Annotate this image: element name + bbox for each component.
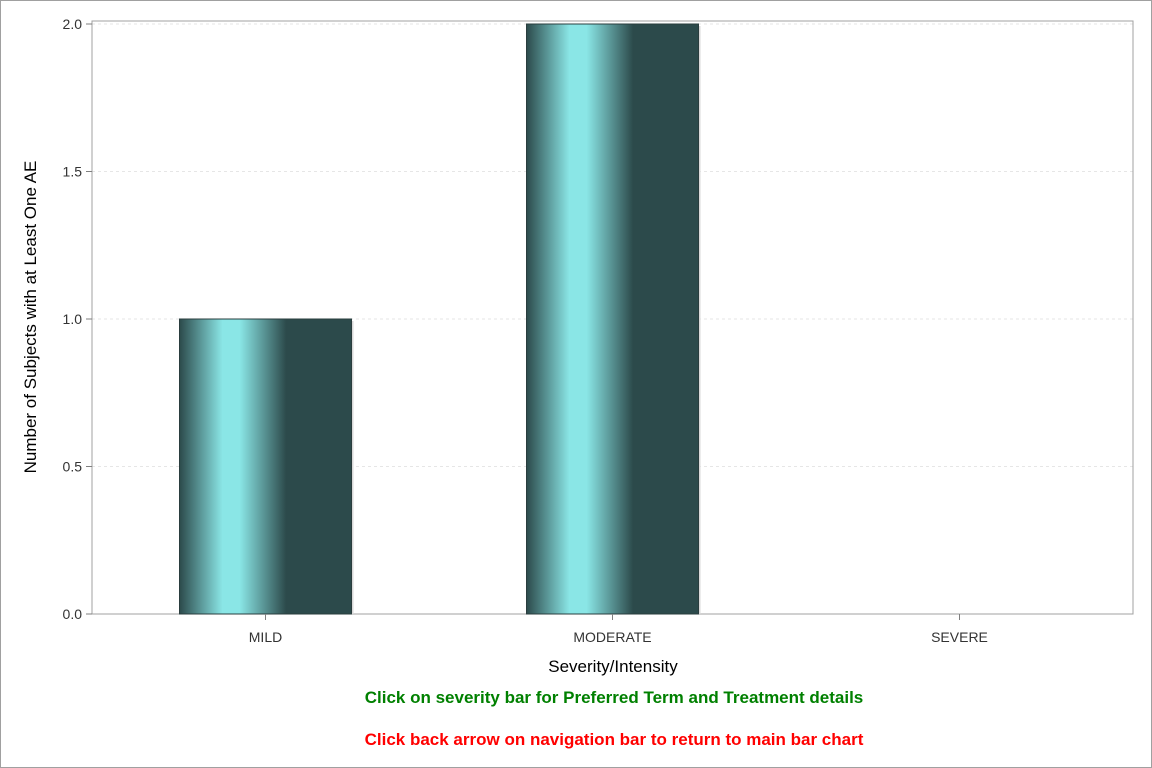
x-axis-title: Severity/Intensity [548,657,678,676]
x-axis: MILD MODERATE SEVERE [249,614,988,645]
y-axis: 0.0 0.5 1.0 1.5 2.0 [63,16,92,622]
bars [179,23,701,615]
back-instruction-note: Click back arrow on navigation bar to re… [364,730,864,749]
detail-instruction-note: Click on severity bar for Preferred Term… [364,688,864,707]
y-tick-label: 0.5 [63,459,83,475]
y-tick-label: 1.0 [63,311,83,327]
y-tick-label: 1.5 [63,164,83,180]
y-axis-title: Number of Subjects with at Least One AE [21,161,40,474]
y-tick-label: 0.0 [63,606,83,622]
bar-moderate[interactable] [526,23,699,615]
y-tick-label: 2.0 [63,16,83,32]
bar-mild[interactable] [179,318,352,615]
x-tick-label: MODERATE [573,629,651,645]
x-tick-label: SEVERE [931,629,988,645]
x-tick-label: MILD [249,629,282,645]
